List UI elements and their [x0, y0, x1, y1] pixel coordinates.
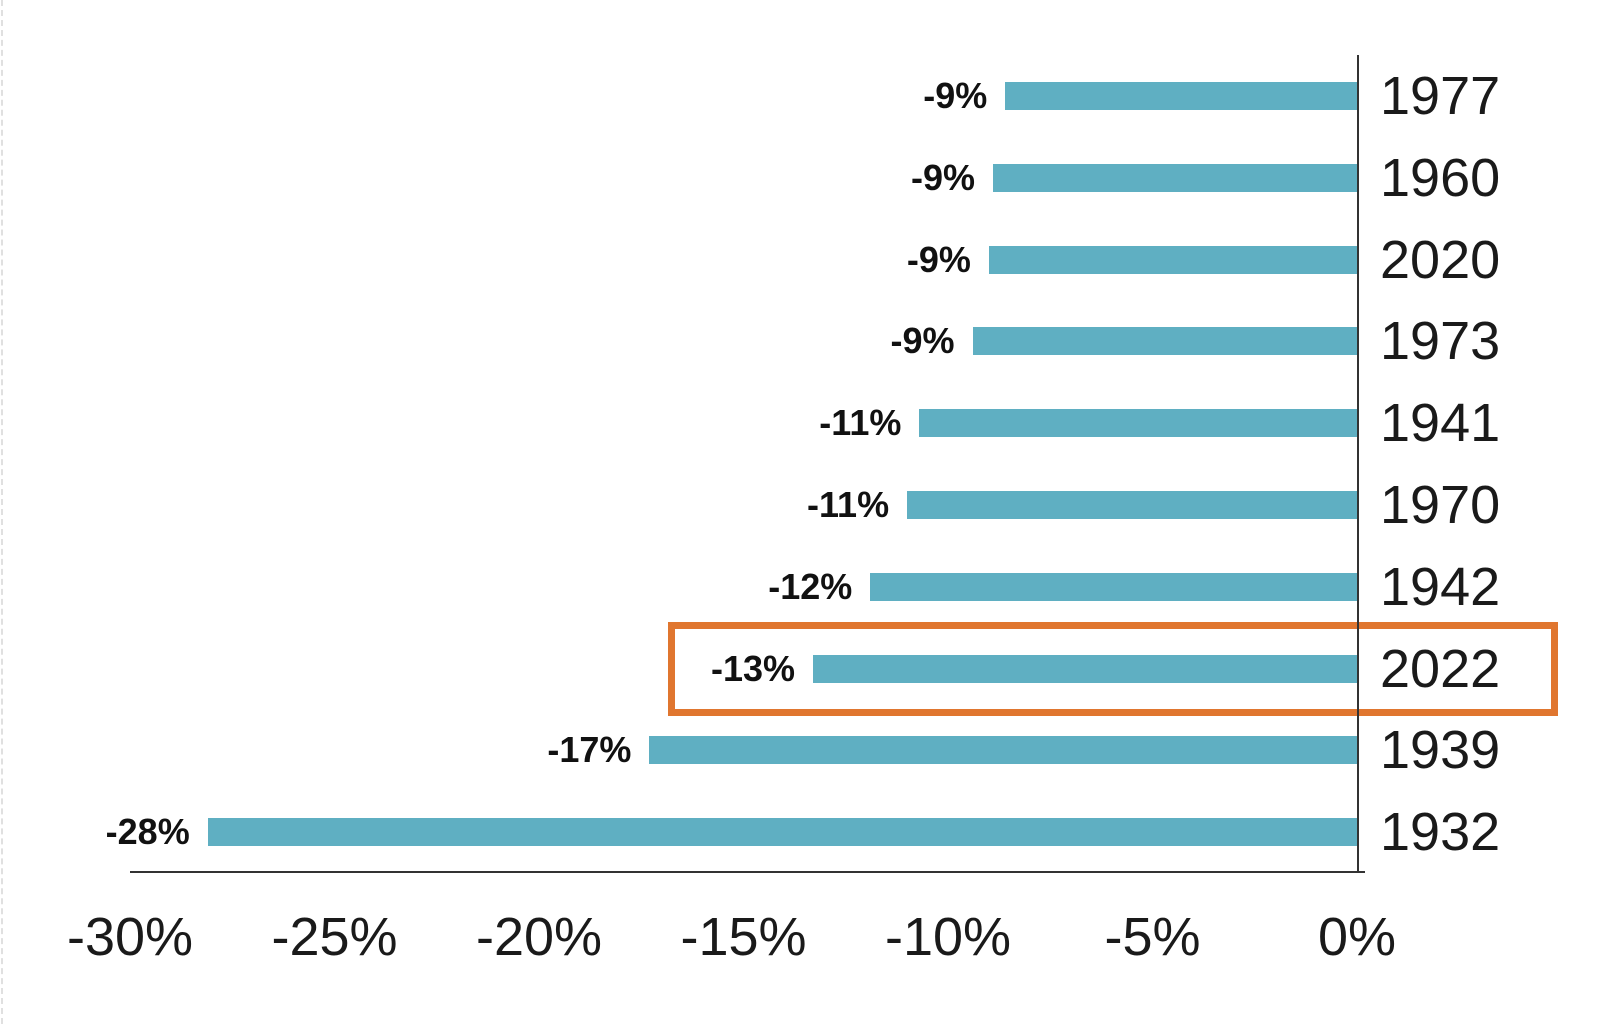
year-label-1932: 1932	[1380, 802, 1501, 863]
bar-value-label-1970: -11%	[807, 483, 890, 525]
bar-value-label-1939: -17%	[547, 729, 632, 771]
bar-1960	[992, 163, 1357, 192]
bar-1941	[919, 409, 1357, 438]
year-label-1977: 1977	[1380, 65, 1501, 126]
x-axis-line	[130, 871, 1365, 873]
bar-1973	[972, 327, 1357, 356]
x-axis-tick-label: -5%	[1104, 907, 1201, 967]
bar-value-label-1941: -11%	[819, 402, 902, 444]
x-axis-tick-label: -25%	[271, 907, 398, 967]
year-label-1960: 1960	[1380, 147, 1501, 208]
bar-value-label-1977: -9%	[923, 74, 988, 116]
bar-value-label-1932: -28%	[105, 811, 190, 853]
bar-value-label-1960: -9%	[910, 156, 975, 198]
year-label-2020: 2020	[1380, 229, 1501, 290]
bar-2022	[813, 654, 1357, 683]
bar-2020	[988, 245, 1357, 274]
page-left-border	[1, 0, 3, 1024]
bar-1977	[1005, 81, 1357, 110]
x-axis-tick-label: -10%	[884, 907, 1012, 967]
year-label-1941: 1941	[1380, 393, 1501, 454]
x-axis-tick-label: -20%	[475, 907, 603, 967]
bar-1932	[207, 818, 1357, 847]
year-label-1939: 1939	[1380, 720, 1501, 781]
bar-value-label-2020: -9%	[906, 238, 971, 280]
year-label-1942: 1942	[1380, 556, 1501, 617]
bar-1970	[907, 490, 1357, 519]
bar-value-label-1942: -12%	[768, 565, 853, 607]
x-axis-tick-label: -30%	[66, 907, 194, 967]
year-label-1970: 1970	[1380, 474, 1501, 535]
bar-1942	[870, 572, 1357, 601]
bar-value-label-2022: -13%	[710, 647, 796, 689]
y-axis-line	[1357, 55, 1359, 873]
highlight-box-2022	[668, 621, 1558, 716]
year-label-2022: 2022	[1380, 638, 1501, 699]
x-axis-tick-label: 0%	[1317, 907, 1397, 967]
x-axis-tick-label: -15%	[680, 907, 807, 967]
year-label-1973: 1973	[1380, 311, 1501, 372]
bar-value-label-1973: -9%	[890, 320, 955, 362]
bar-1939	[649, 736, 1357, 765]
